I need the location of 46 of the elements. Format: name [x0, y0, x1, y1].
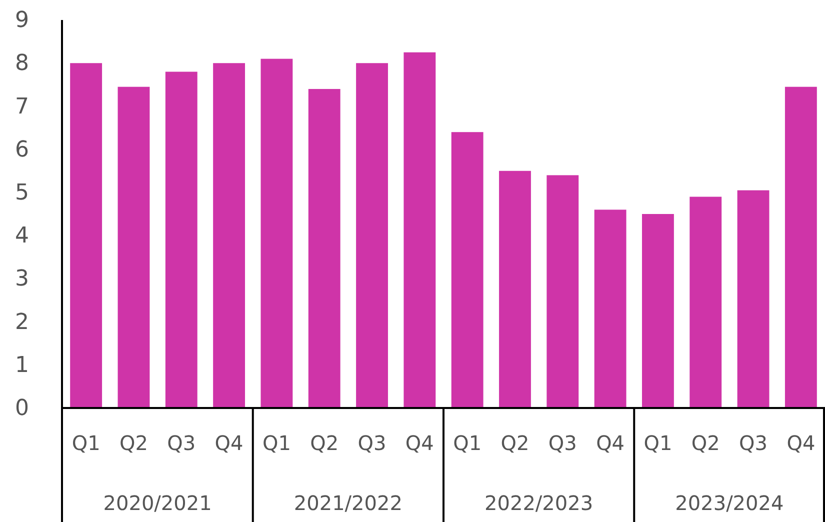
bar [260, 58, 293, 408]
bar [356, 63, 388, 408]
y-tick-label: 2 [15, 310, 29, 335]
bar [308, 88, 340, 408]
y-tick-label: 4 [15, 224, 29, 249]
x-tick-label: Q1 [262, 431, 291, 456]
bar [213, 63, 246, 408]
text: 2023/2024 [675, 491, 784, 515]
x-tick-label: Q1 [453, 431, 482, 456]
y-tick-label: 0 [15, 396, 29, 422]
y-tick-label: 7 [15, 94, 29, 120]
x-tick-label: Q4 [786, 431, 816, 456]
y-tick-label: 9 [15, 8, 29, 34]
bar [737, 190, 770, 408]
bar [404, 52, 436, 408]
x-tick-label: Q4 [405, 431, 434, 456]
x-tick-label: Q2 [119, 431, 148, 456]
bar [70, 63, 102, 408]
text: 2020/2021 [103, 491, 212, 515]
bar [690, 196, 722, 408]
bar [642, 214, 674, 408]
bar [118, 86, 150, 408]
text: 2022/2023 [484, 491, 594, 515]
y-tick-label: 1 [15, 352, 29, 378]
x-tick-label: Q3 [739, 431, 768, 456]
bar [546, 175, 579, 408]
bar [451, 132, 484, 408]
x-tick-label: Q3 [167, 431, 196, 456]
x-tick-label: Q1 [644, 431, 672, 456]
x-tick-label: Q4 [214, 431, 244, 456]
bar [499, 170, 531, 408]
x-tick-label: Q2 [310, 431, 339, 456]
bar [784, 86, 817, 408]
x-tick-label: Q1 [72, 431, 100, 456]
y-tick-label: 5 [15, 180, 29, 206]
y-tick-label: 8 [15, 51, 29, 76]
x-tick-label: Q3 [358, 431, 386, 456]
y-tick-label: 6 [15, 137, 29, 162]
y-tick-label: 3 [15, 266, 29, 292]
x-tick-label: Q4 [596, 431, 625, 456]
text: 2021/2022 [294, 491, 402, 515]
x-tick-label: Q2 [500, 431, 530, 456]
x-tick-label: Q3 [548, 431, 577, 456]
bar [165, 72, 198, 408]
x-tick-label: Q2 [691, 431, 720, 456]
bar [594, 210, 626, 408]
